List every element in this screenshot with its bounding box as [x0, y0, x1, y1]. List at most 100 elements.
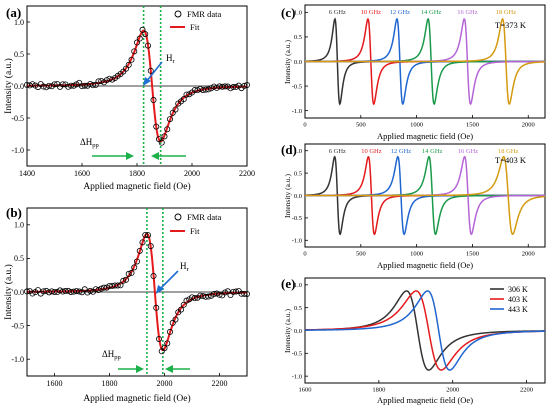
panel-a-data-point — [205, 86, 212, 93]
panel-d-series-18-ghz — [305, 155, 546, 236]
panel-c-xlabel: Applied magnetic field (Oe) — [377, 131, 473, 141]
panel-a-data-point — [95, 78, 102, 85]
panel-b-data-point — [40, 288, 47, 295]
panel-c-ytick-label: 0.0 — [294, 59, 302, 66]
panel-b-dh-arrowhead-left — [136, 365, 144, 373]
panel-a-xlabel: Applied magnetic field (Oe) — [83, 181, 190, 192]
panel-c-ytick-label: -1.0 — [292, 108, 302, 115]
panel-a-data-point — [87, 80, 94, 87]
panel-c: (c) 0 500 1000 1500 2000 -1.0 -0.5 0.0 0.5 1.0 6 … — [281, 4, 546, 141]
panel-b-xtick-label: 1600 — [47, 379, 63, 388]
panel-b-data-point — [76, 288, 83, 295]
panel-e-xtick-label: 2200 — [520, 387, 533, 394]
panel-b-data-point — [95, 287, 102, 294]
panel-b-data-point — [139, 239, 146, 246]
panel-b-data-point — [136, 247, 143, 254]
panel-a-xtick-label: 1800 — [129, 169, 145, 178]
panel-a-data-point — [136, 35, 143, 42]
panel-b-data-point — [166, 328, 173, 335]
panel-a-xtick-label: 1400 — [19, 169, 35, 178]
panel-a-data-point — [227, 85, 234, 92]
panel-a: (a) 1400 1600 1800 2000 2200 -1.0 -0.5 0.0 0.5 1.… — [3, 5, 255, 192]
panel-b-legend-data-marker — [174, 213, 182, 221]
panel-b-data-point — [120, 277, 127, 284]
panel-b-data-point — [98, 285, 105, 292]
panel-b-legend-fit-label: Fit — [190, 226, 200, 236]
panel-a-legend-data-label: FMR data — [187, 9, 221, 19]
panel-a-data-point — [166, 116, 173, 123]
panel-b-ytick-label: -0.5 — [11, 321, 24, 330]
panel-b-data-point — [128, 269, 135, 276]
panel-b-plot — [23, 208, 250, 376]
panel-c-series-label: 12 GHz — [390, 9, 411, 16]
panel-c-ytick-label: 0.5 — [294, 34, 302, 41]
panel-a-xtick-label: 1600 — [74, 169, 90, 178]
panel-c-plot: 6 GHz 10 GHz 12 GHz 14 GHz 16 GHz 18 GHz — [304, 9, 546, 106]
panel-a-data-point — [183, 91, 190, 98]
panel-d-series-label: 12 GHz — [391, 148, 412, 155]
panel-b-dh-label: ΔHpp — [102, 349, 121, 361]
panel-d-xtick-label: 1500 — [466, 251, 479, 258]
panel-b-xlabel: Applied magnetic field (Oe) — [83, 393, 190, 404]
panel-d-plot: 6 GHz 10 GHz 12 GHz 14 GHz 16 GHz 18 GHz — [304, 148, 546, 236]
panel-d-series-label: 6 GHz — [329, 148, 346, 155]
panel-a-ticks: 1400 1600 1800 2000 2200 -1.0 -0.5 0.0 0.5 1.0 — [11, 18, 255, 178]
panel-b-data-point — [205, 293, 212, 300]
panel-d-series-label: 10 GHz — [361, 148, 382, 155]
panel-c-series-label: 18 GHz — [496, 9, 517, 16]
panel-a-hr-label: Hr — [166, 53, 176, 65]
panel-e-label: (e) — [281, 276, 295, 291]
panel-b-data-point — [150, 273, 157, 280]
panel-a-data-point — [150, 97, 157, 104]
panel-b-legend-data-label: FMR data — [187, 212, 221, 222]
panel-c-series-label: 14 GHz — [421, 9, 442, 16]
panel-a-data-point — [98, 77, 105, 84]
panel-d-xtick-label: 500 — [356, 251, 366, 258]
panel-c-series-18-ghz — [305, 17, 546, 105]
panel-a-ytick-label: -0.5 — [11, 114, 24, 123]
panel-b-data-point — [177, 306, 184, 313]
panel-c-xtick-label: 2000 — [522, 122, 535, 129]
panel-d-label: (d) — [281, 142, 297, 157]
panel-a-data-point — [125, 61, 132, 68]
panel-b-ytick-label: 1.0 — [14, 221, 24, 230]
panel-a-data-point — [59, 81, 66, 88]
panel-e-ylabel: Intensity (a.u.) — [283, 309, 292, 353]
panel-d-series-label: 16 GHz — [458, 148, 479, 155]
panel-e-xlabel: Applied magnetic field (Oe) — [377, 395, 473, 405]
panel-a-ylabel: Intensity (a.u.) — [3, 58, 14, 114]
panel-c-ylabel: Intensity (a.u.) — [283, 40, 292, 84]
panel-b-xtick-label: 2200 — [212, 379, 228, 388]
panel-c-xtick-label: 500 — [356, 122, 366, 129]
panel-a-ytick-label: -1.0 — [11, 146, 24, 155]
panel-c-xtick-label: 0 — [303, 122, 306, 129]
panel-c-ytick-label: 1.0 — [294, 10, 302, 17]
panel-a-ytick-label: 0.0 — [14, 82, 24, 91]
panel-b-data-point — [230, 288, 237, 295]
panel-a-xtick-label: 2000 — [184, 169, 200, 178]
panel-d-ylabel: Intensity (a.u.) — [283, 174, 292, 218]
panel-b-data-point — [123, 276, 130, 283]
panel-d-ytick-label: 0.0 — [294, 193, 302, 200]
panel-d-ytick-label: -0.5 — [292, 215, 302, 222]
panel-b-data-point — [117, 282, 124, 289]
panel-a-data-point — [142, 31, 149, 38]
panel-c-series-label: 6 GHz — [329, 9, 346, 16]
panel-d-ytick-label: -1.0 — [292, 238, 302, 245]
panel-b-ytick-label: 0.0 — [14, 288, 24, 297]
panel-a-data-point — [180, 96, 187, 103]
panel-e-plot — [304, 290, 546, 371]
panel-b-data-point — [153, 304, 160, 311]
panel-a-xtick-label: 2200 — [239, 169, 255, 178]
panel-a-data-point — [29, 81, 36, 88]
panel-b-data-point — [144, 232, 151, 239]
panel-b-data-point — [147, 243, 154, 250]
panel-b-hr-arrow — [158, 270, 179, 291]
panel-e-xtick-label: 1800 — [372, 387, 385, 394]
panel-a-data-point — [144, 42, 151, 49]
panel-c-label: (c) — [281, 5, 295, 20]
panel-a-data-point — [147, 67, 154, 74]
panel-a-data-point — [241, 82, 248, 89]
panel-a-legend-fit-label: Fit — [190, 22, 200, 32]
